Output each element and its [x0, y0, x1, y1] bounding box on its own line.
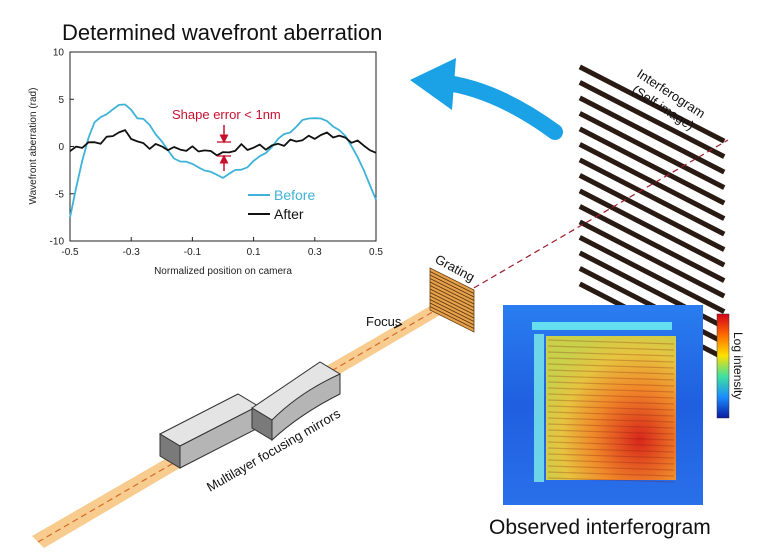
colorbar-label: Log intensity — [731, 332, 745, 399]
x-tick-label: 0.5 — [369, 247, 383, 258]
observed-fringe — [547, 363, 675, 369]
grating-groove — [429, 278, 475, 301]
observed-fringe — [547, 357, 675, 363]
chart-title: Determined wavefront aberration — [62, 20, 382, 45]
observed-fringe — [547, 417, 675, 423]
y-tick-label: -5 — [55, 189, 64, 200]
observed-fringe — [547, 393, 675, 399]
observed-fringe — [547, 351, 675, 357]
y-tick-label: -10 — [50, 237, 65, 248]
legend-label-before: Before — [274, 187, 315, 203]
observed-fringe — [547, 465, 675, 471]
x-tick-label: 0.3 — [308, 247, 322, 258]
observed-interferogram-image — [503, 305, 703, 505]
x-tick-label: -0.5 — [61, 247, 79, 258]
feedback-arrow-head — [410, 58, 456, 110]
observed-fringe — [547, 459, 675, 465]
series-line-before — [69, 103, 377, 218]
grating-groove — [429, 274, 475, 298]
plot-frame — [69, 51, 377, 242]
fringe-line — [578, 188, 726, 268]
focus-label: Focus — [366, 314, 402, 329]
y-tick-label: 5 — [58, 95, 64, 106]
observed-fringe — [547, 399, 675, 405]
fringe-line — [578, 126, 726, 206]
grating-groove — [429, 281, 475, 305]
series-line-after — [69, 129, 377, 157]
x-axis: -0.5 -0.3 -0.1 0.1 0.3 0.5 — [61, 237, 383, 258]
observed-fringe — [547, 411, 675, 417]
shape-error-annotation: Shape error < 1nm — [172, 107, 281, 122]
observed-fringe — [547, 477, 675, 483]
fringe-line — [578, 157, 726, 237]
y-tick-label: 10 — [53, 48, 65, 59]
fringe-line — [578, 111, 726, 190]
y-tick-label: 0 — [58, 142, 64, 153]
plot-series — [69, 103, 377, 218]
fringe-line — [578, 173, 726, 252]
propagation-axis-line — [447, 139, 729, 304]
x-tick-label: 0.1 — [247, 247, 261, 258]
grating — [429, 267, 475, 333]
observed-fringe — [547, 387, 675, 393]
grating-groove — [429, 292, 475, 315]
fringe-line — [578, 64, 726, 144]
feedback-arrow — [432, 74, 563, 140]
fringe-line — [578, 95, 726, 175]
observed-fringe — [547, 471, 675, 477]
grating-groove — [429, 295, 475, 319]
observed-fringe — [547, 435, 675, 441]
observed-fringe — [547, 381, 675, 387]
grating-groove — [429, 299, 475, 322]
fringe-line — [578, 142, 726, 221]
observed-fringe — [547, 423, 675, 429]
grating-groove — [429, 302, 475, 326]
observed-fringe — [547, 447, 675, 453]
observed-fringe — [547, 345, 675, 351]
x-axis-label: Normalized position on camera — [154, 266, 292, 277]
observed-fringe — [547, 405, 675, 411]
focus-marker — [393, 323, 403, 329]
observed-fringe — [547, 339, 675, 345]
observed-interferogram-title: Observed interferogram — [489, 516, 711, 539]
grating-groove — [429, 271, 475, 294]
x-tick-label: -0.3 — [123, 247, 141, 258]
focusing-mirror-1 — [158, 393, 260, 469]
y-axis-label: Wavefront aberration (rad) — [28, 88, 39, 205]
observed-fringe — [547, 429, 675, 435]
fringe-line — [578, 219, 726, 299]
y-axis: 10 5 0 -5 -10 — [50, 48, 74, 248]
legend: Before After — [248, 187, 315, 222]
observed-fringe — [547, 441, 675, 447]
colorbar — [716, 313, 730, 419]
beam-axis-line — [37, 302, 449, 543]
grating-groove — [429, 288, 475, 312]
x-tick-label: -0.1 — [184, 247, 202, 258]
fringe-line — [578, 235, 726, 314]
observed-fringe — [547, 453, 675, 459]
grating-groove — [429, 285, 475, 308]
observed-fringe — [547, 375, 675, 381]
legend-label-after: After — [274, 206, 304, 222]
observed-fringe — [547, 369, 675, 375]
fringe-line — [578, 204, 726, 283]
focusing-mirror-2 — [251, 361, 341, 442]
fringe-line — [578, 80, 726, 159]
grating-groove — [429, 306, 475, 329]
